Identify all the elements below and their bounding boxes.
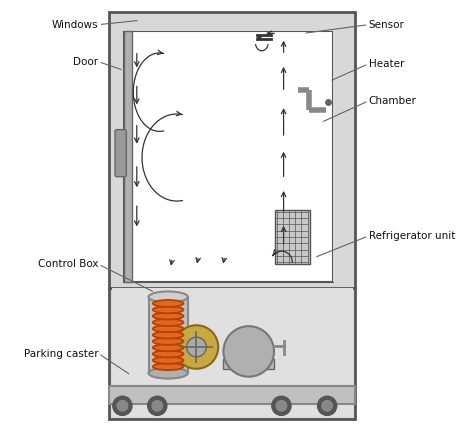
FancyBboxPatch shape xyxy=(227,348,270,364)
Text: Parking caster: Parking caster xyxy=(24,349,99,358)
Text: Door: Door xyxy=(73,57,99,67)
Circle shape xyxy=(223,326,274,377)
Text: Sensor: Sensor xyxy=(368,20,404,30)
Ellipse shape xyxy=(153,344,183,351)
FancyBboxPatch shape xyxy=(124,31,132,282)
FancyBboxPatch shape xyxy=(275,210,310,264)
FancyBboxPatch shape xyxy=(148,297,188,373)
Ellipse shape xyxy=(153,350,183,357)
FancyBboxPatch shape xyxy=(111,288,353,417)
Ellipse shape xyxy=(153,338,183,345)
FancyBboxPatch shape xyxy=(124,31,333,282)
Text: Control Box: Control Box xyxy=(38,259,99,269)
Ellipse shape xyxy=(153,319,183,326)
FancyBboxPatch shape xyxy=(333,31,353,282)
FancyBboxPatch shape xyxy=(111,14,353,31)
Circle shape xyxy=(117,401,128,411)
Circle shape xyxy=(272,396,291,416)
Ellipse shape xyxy=(153,363,183,370)
Ellipse shape xyxy=(153,312,183,319)
FancyBboxPatch shape xyxy=(109,12,356,419)
Circle shape xyxy=(276,401,287,411)
Text: Refrigerator unit: Refrigerator unit xyxy=(368,231,455,241)
Text: Windows: Windows xyxy=(52,20,99,30)
Circle shape xyxy=(187,337,206,357)
Circle shape xyxy=(318,396,337,416)
Text: Heater: Heater xyxy=(368,59,404,69)
FancyBboxPatch shape xyxy=(223,359,274,369)
Circle shape xyxy=(322,401,332,411)
Ellipse shape xyxy=(153,357,183,364)
Ellipse shape xyxy=(153,300,183,307)
Ellipse shape xyxy=(153,332,183,339)
Ellipse shape xyxy=(153,325,183,332)
Circle shape xyxy=(152,401,163,411)
FancyBboxPatch shape xyxy=(109,386,356,404)
Text: Chamber: Chamber xyxy=(368,96,416,106)
Circle shape xyxy=(113,396,132,416)
Ellipse shape xyxy=(148,368,188,378)
Circle shape xyxy=(175,325,218,369)
Ellipse shape xyxy=(148,291,188,302)
FancyBboxPatch shape xyxy=(115,130,127,177)
Ellipse shape xyxy=(153,306,183,313)
Circle shape xyxy=(148,396,167,416)
